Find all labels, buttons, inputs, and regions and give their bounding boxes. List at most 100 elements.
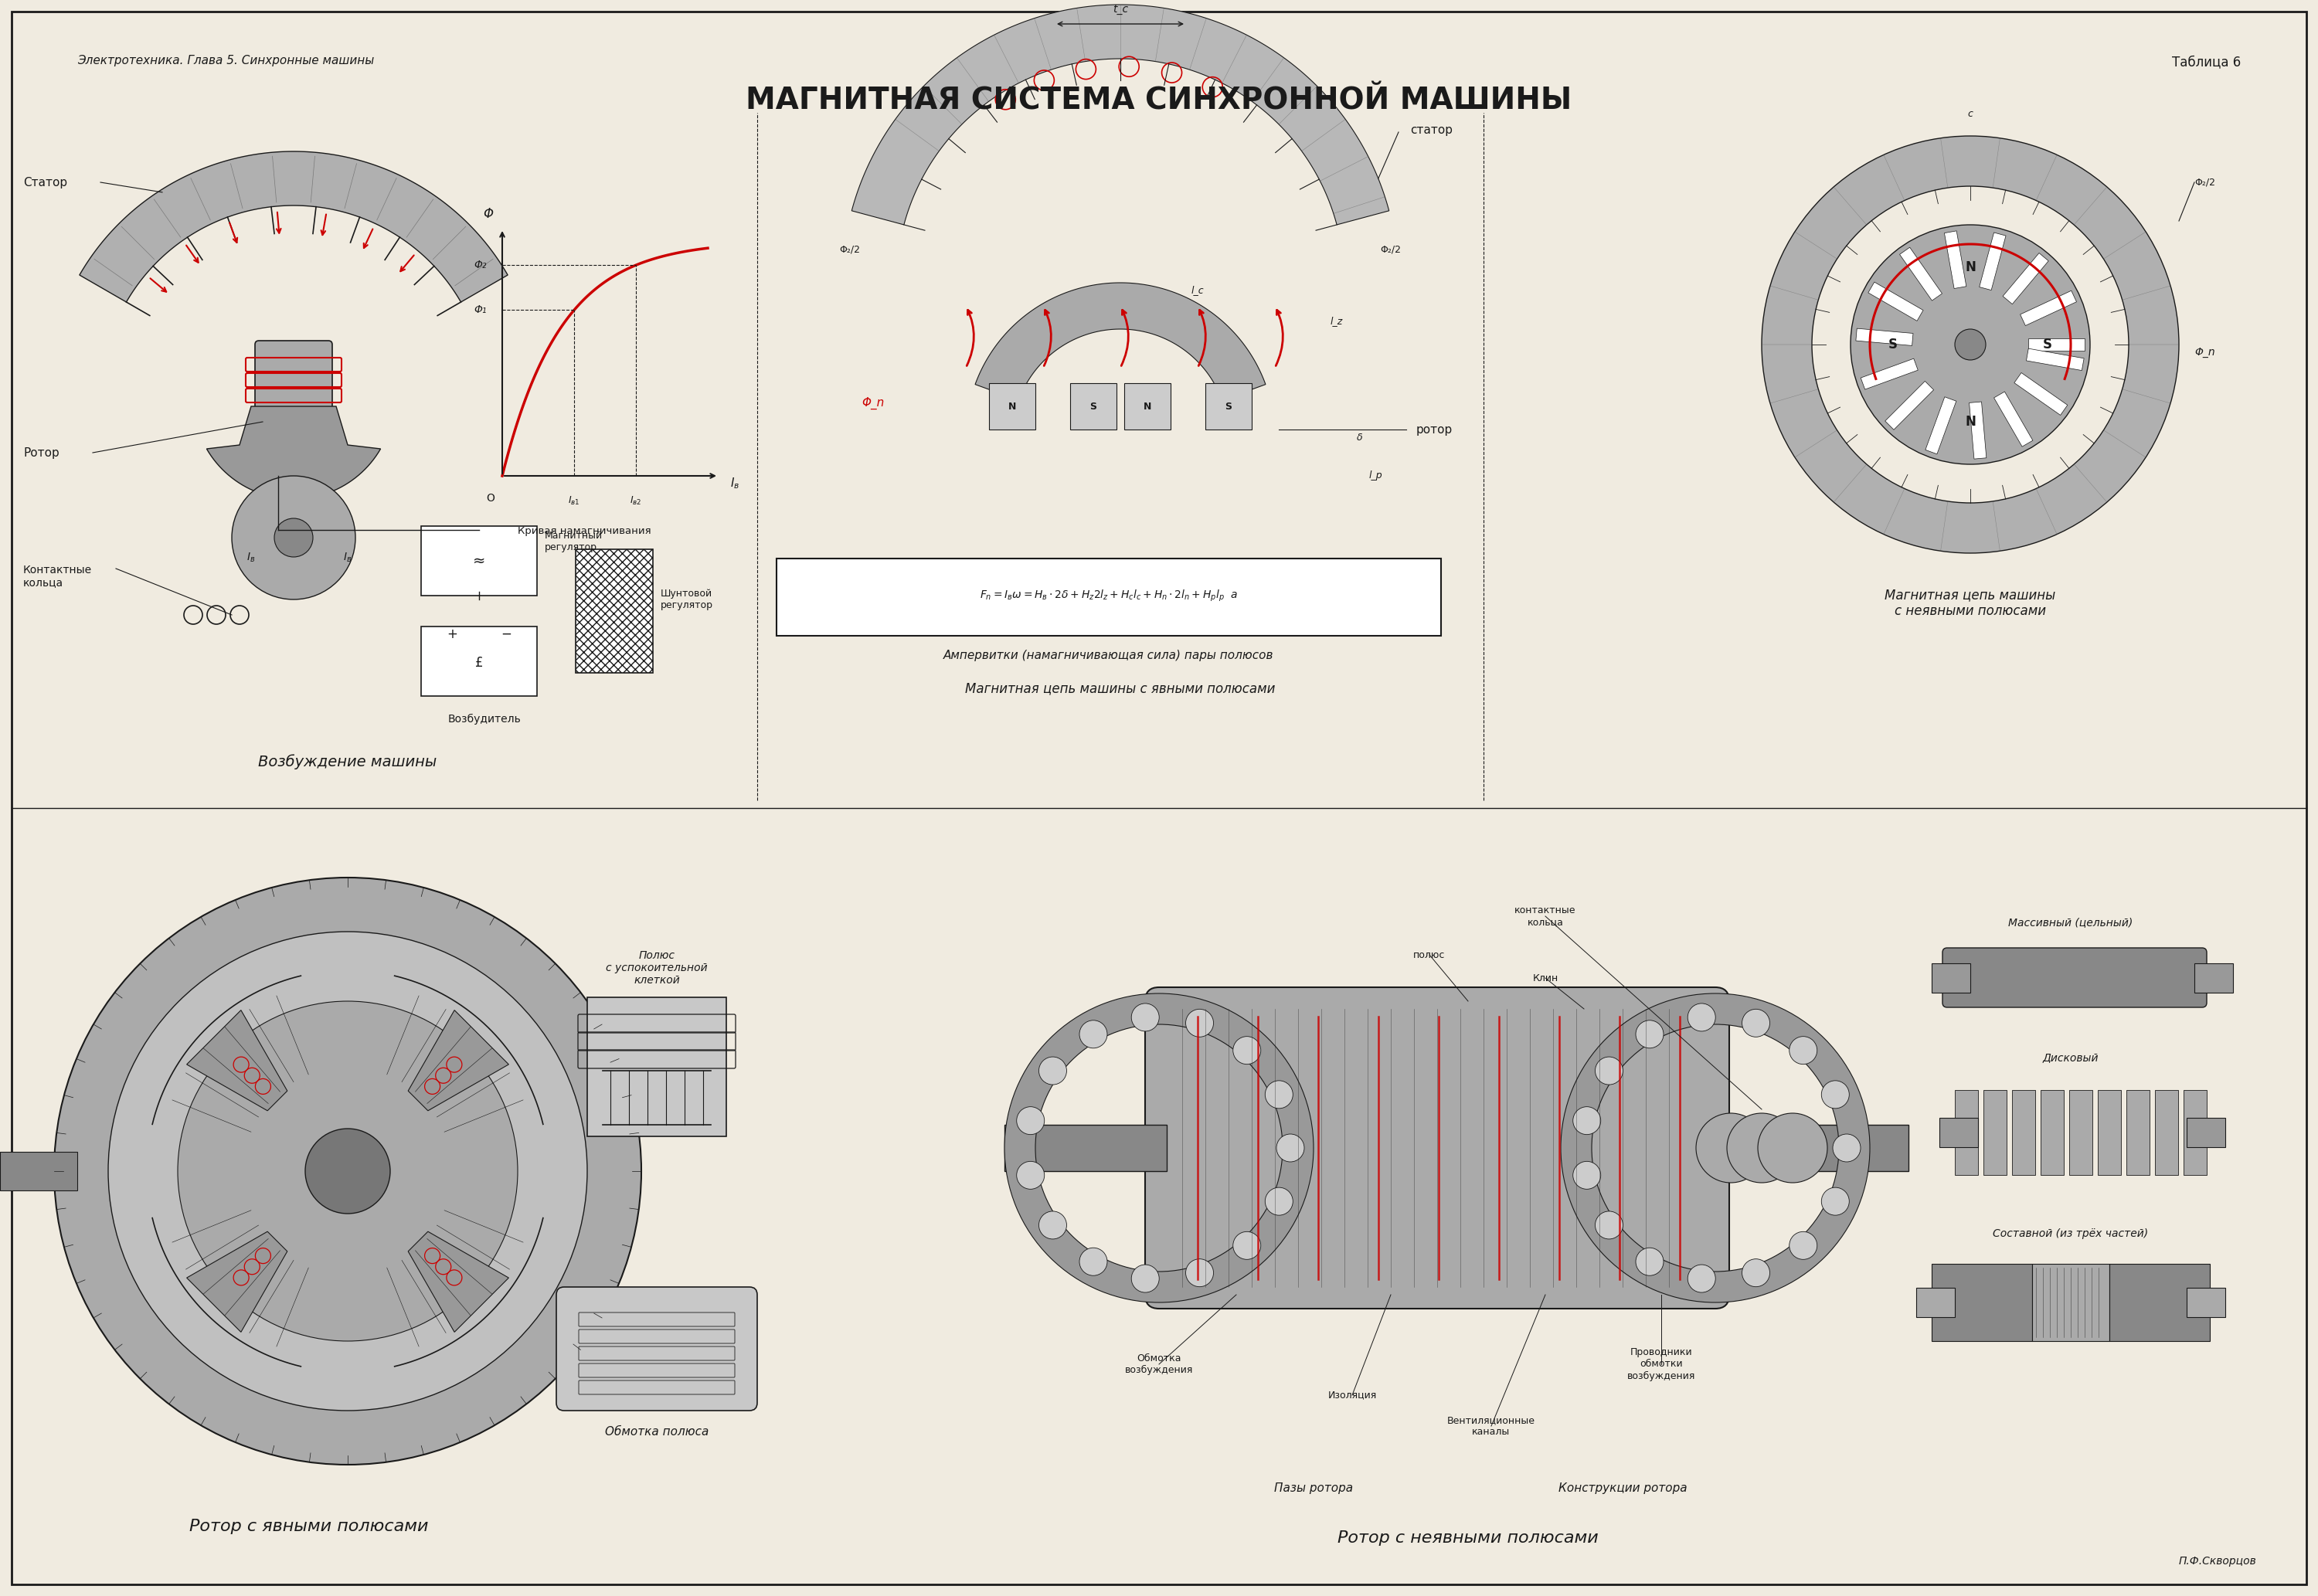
Text: O: O	[487, 493, 494, 504]
Circle shape	[1697, 1112, 1766, 1183]
Polygon shape	[1926, 397, 1956, 455]
Circle shape	[1743, 1009, 1771, 1037]
Text: S: S	[1224, 401, 1233, 412]
FancyBboxPatch shape	[1145, 988, 1729, 1309]
Wedge shape	[1560, 993, 1871, 1302]
Text: $I_{в2}$: $I_{в2}$	[630, 495, 642, 508]
FancyBboxPatch shape	[2033, 1264, 2109, 1341]
Polygon shape	[1970, 402, 1987, 460]
Circle shape	[1762, 136, 2179, 554]
Text: S: S	[2042, 338, 2051, 351]
Polygon shape	[1945, 231, 1966, 289]
Text: Конструкции ротора: Конструкции ротора	[1558, 1483, 1688, 1494]
Polygon shape	[2026, 348, 2084, 370]
Text: ротор: ротор	[1416, 423, 1453, 436]
Circle shape	[1277, 1135, 1305, 1162]
Text: полюс: полюс	[1414, 950, 1446, 959]
Polygon shape	[408, 1010, 508, 1111]
Circle shape	[1637, 1020, 1664, 1049]
FancyBboxPatch shape	[1124, 383, 1171, 429]
Circle shape	[1038, 1211, 1066, 1238]
Polygon shape	[1857, 329, 1912, 346]
Text: l_c: l_c	[1191, 286, 1203, 295]
Circle shape	[1233, 1036, 1261, 1065]
Text: Вентиляционные
каналы: Вентиляционные каналы	[1446, 1416, 1535, 1436]
Text: П.Ф.Скворцов: П.Ф.Скворцов	[2179, 1556, 2255, 1567]
Text: Магнитный
регулятор: Магнитный регулятор	[545, 531, 603, 552]
FancyBboxPatch shape	[2126, 1090, 2149, 1175]
Circle shape	[1574, 1106, 1602, 1135]
Circle shape	[109, 932, 586, 1411]
Text: N: N	[1966, 415, 1975, 429]
Circle shape	[53, 878, 642, 1465]
Circle shape	[1954, 329, 1987, 361]
Circle shape	[1688, 1264, 1715, 1293]
FancyBboxPatch shape	[0, 1152, 76, 1191]
Circle shape	[1743, 1259, 1771, 1286]
Text: l_p: l_p	[1368, 471, 1382, 480]
Text: Проводники
обмотки
возбуждения: Проводники обмотки возбуждения	[1627, 1347, 1694, 1381]
Text: Φ₂/2: Φ₂/2	[2195, 177, 2216, 187]
Polygon shape	[2014, 373, 2068, 415]
Text: $I_в$: $I_в$	[343, 552, 352, 565]
Text: Ампервитки (намагничивающая сила) пары полюсов: Ампервитки (намагничивающая сила) пары п…	[943, 650, 1275, 661]
Text: $I_в$: $I_в$	[730, 476, 739, 492]
FancyBboxPatch shape	[1942, 948, 2207, 1007]
Text: Φ₁: Φ₁	[473, 305, 487, 316]
Circle shape	[1018, 1106, 1045, 1135]
Circle shape	[1595, 1211, 1623, 1238]
FancyBboxPatch shape	[1954, 1090, 1977, 1175]
Circle shape	[1187, 1259, 1215, 1286]
Text: Клин: Клин	[1532, 974, 1558, 983]
FancyBboxPatch shape	[1004, 1125, 1166, 1171]
Circle shape	[1018, 1162, 1045, 1189]
FancyBboxPatch shape	[1917, 1288, 1954, 1317]
Text: ≈: ≈	[473, 554, 484, 568]
FancyBboxPatch shape	[1715, 1125, 1908, 1171]
Circle shape	[274, 519, 313, 557]
FancyBboxPatch shape	[575, 549, 654, 674]
Text: Шунтовой
регулятор: Шунтовой регулятор	[661, 589, 714, 610]
Text: Дисковый: Дисковый	[2042, 1052, 2098, 1063]
Circle shape	[1038, 1057, 1066, 1085]
FancyBboxPatch shape	[2040, 1090, 2063, 1175]
Text: Ротор с неявными полюсами: Ротор с неявными полюсами	[1337, 1531, 1599, 1547]
Text: $F_n = I_в\omega = H_в\cdot 2\delta + H_z 2l_z + H_c l_c + H_n\cdot 2l_n + H_p l: $F_n = I_в\omega = H_в\cdot 2\delta + H_…	[981, 589, 1238, 603]
FancyBboxPatch shape	[2070, 1090, 2093, 1175]
FancyBboxPatch shape	[1071, 383, 1117, 429]
Circle shape	[1266, 1187, 1293, 1215]
Polygon shape	[79, 152, 508, 302]
Circle shape	[1822, 1080, 1850, 1109]
Text: t_c: t_c	[1113, 3, 1129, 14]
Circle shape	[1727, 1112, 1796, 1183]
FancyBboxPatch shape	[586, 998, 726, 1136]
Text: S: S	[1089, 401, 1096, 412]
FancyBboxPatch shape	[2195, 964, 2232, 993]
Polygon shape	[206, 407, 380, 500]
Text: N: N	[1143, 401, 1152, 412]
FancyBboxPatch shape	[255, 340, 331, 410]
FancyBboxPatch shape	[556, 1286, 758, 1411]
Circle shape	[1080, 1020, 1108, 1049]
FancyBboxPatch shape	[1205, 383, 1252, 429]
Polygon shape	[1885, 381, 1933, 429]
Polygon shape	[1901, 247, 1942, 300]
Circle shape	[1757, 1112, 1827, 1183]
Text: Φ_n: Φ_n	[2195, 346, 2216, 358]
FancyBboxPatch shape	[990, 383, 1036, 429]
Text: МАГНИТНАЯ СИСТЕМА СИНХРОННОЙ МАШИНЫ: МАГНИТНАЯ СИСТЕМА СИНХРОННОЙ МАШИНЫ	[746, 86, 1572, 115]
Circle shape	[1187, 1009, 1215, 1037]
FancyBboxPatch shape	[1984, 1090, 2007, 1175]
Text: −: −	[501, 627, 512, 642]
Polygon shape	[1868, 282, 1924, 321]
Circle shape	[178, 1001, 517, 1341]
FancyBboxPatch shape	[1931, 964, 1970, 993]
Circle shape	[1789, 1036, 1817, 1065]
Text: Составной (из трёх частей): Составной (из трёх частей)	[1993, 1229, 2149, 1238]
Polygon shape	[188, 1010, 287, 1111]
Text: Возбудитель: Возбудитель	[447, 713, 522, 725]
Text: +: +	[447, 627, 457, 642]
FancyBboxPatch shape	[2186, 1117, 2225, 1148]
Circle shape	[1131, 1004, 1159, 1031]
Text: Таблица 6: Таблица 6	[2172, 54, 2242, 69]
